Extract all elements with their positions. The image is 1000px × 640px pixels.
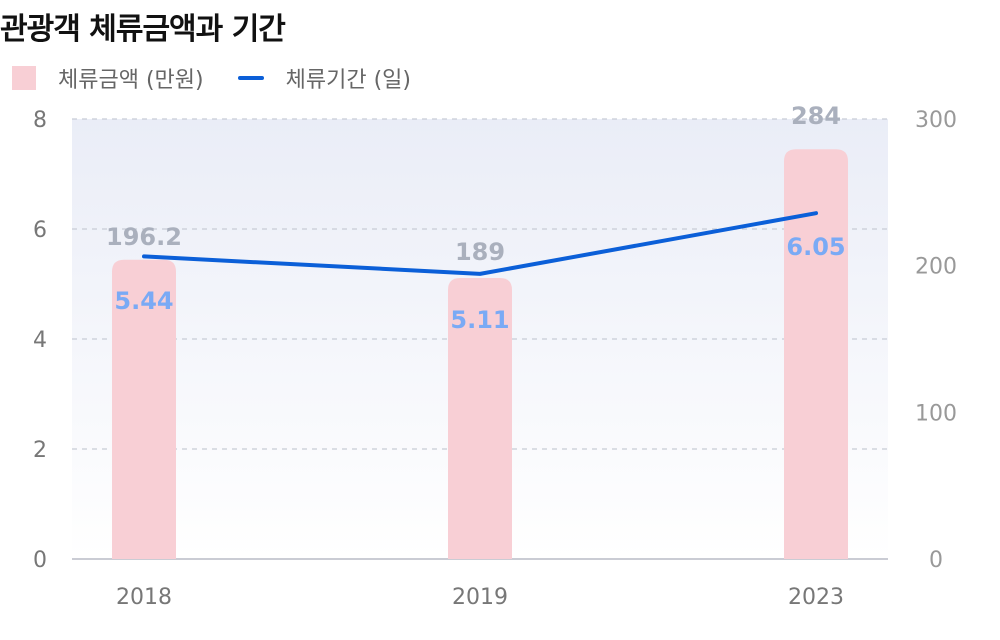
chart-title: 관광객 체류금액과 기간 [0,12,286,47]
y-right-tick-label: 200 [915,255,957,280]
y-right-tick-label: 0 [929,548,943,573]
legend-line-label: 체류기간 (일) [285,68,411,93]
bar-value-label: 6.05 [786,233,845,261]
x-tick-label: 2023 [788,585,844,610]
legend-item-duration: 체류기간 (일) [237,62,411,94]
legend-bar-swatch [12,66,36,90]
y-left-tick-label: 6 [33,218,47,243]
bar-value-label: 5.11 [450,306,509,334]
y-right-tick-label: 100 [915,401,957,426]
bar [784,149,848,559]
y-right-tick-label: 300 [915,108,957,133]
bar [448,277,512,559]
line-value-label: 196.2 [106,223,182,251]
x-tick-label: 2018 [116,585,172,610]
y-left-tick-label: 8 [33,108,47,133]
y-left-tick-label: 2 [33,438,47,463]
legend-item-amount: 체류금액 (만원) [12,62,204,94]
y-left-tick-label: 4 [33,328,47,353]
y-left-tick-label: 0 [33,548,47,573]
line-value-label: 284 [791,102,841,130]
legend-line-swatch [237,76,264,80]
legend: 체류금액 (만원) 체류기간 (일) [12,62,445,94]
x-tick-label: 2019 [452,585,508,610]
bar [112,259,176,559]
legend-bar-label: 체류금액 (만원) [58,68,204,93]
bar-value-label: 5.44 [114,287,173,315]
line-value-label: 189 [455,238,505,266]
